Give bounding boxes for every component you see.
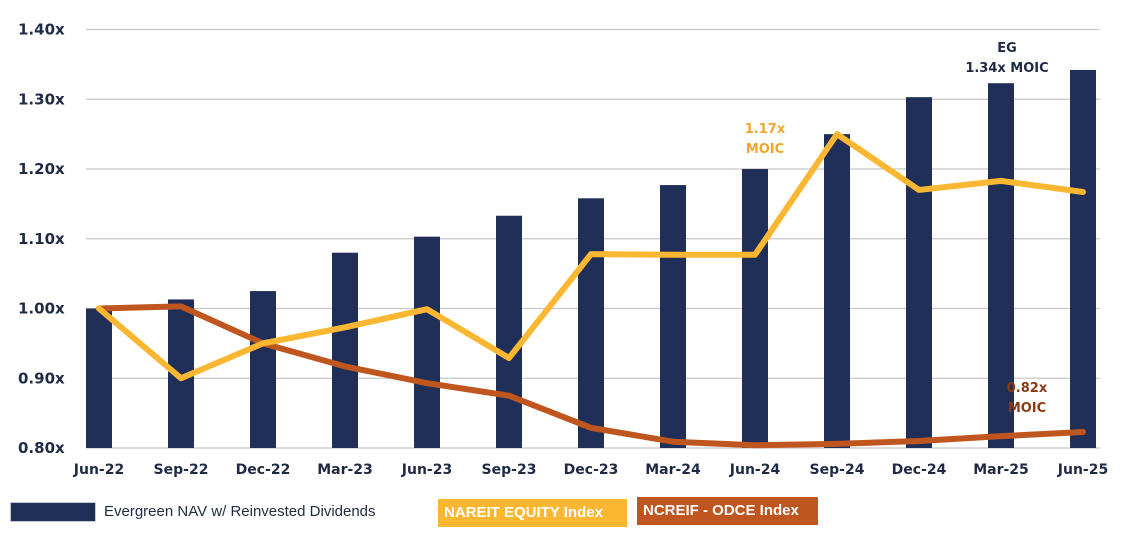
x-tick-label: Dec-24 — [892, 462, 947, 478]
annotation-label: MOIC — [1008, 401, 1046, 416]
chart: 0.80x 0.90x 1.00x 1.10x 1.20x 1.30x 1.40x Jun-2… — [18, 21, 1108, 479]
y-tick-label: 1.10x — [18, 230, 65, 248]
annotation-label: 0.82x — [1007, 381, 1048, 396]
y-tick-label: 1.20x — [18, 160, 65, 178]
legend-label-nareit: NAREIT EQUITY Index — [438, 499, 627, 527]
bar — [496, 215, 522, 448]
bar — [824, 134, 850, 448]
bar — [742, 169, 768, 448]
bar — [1070, 69, 1096, 448]
x-tick-label: Mar-23 — [317, 462, 373, 478]
bar — [660, 185, 686, 449]
legend-label-ncreif: NCREIF - ODCE Index — [637, 497, 818, 525]
x-tick-label: Sep-22 — [154, 462, 209, 478]
x-tick-label: Jun-23 — [401, 462, 452, 478]
y-tick-label: 1.40x — [18, 21, 65, 39]
x-tick-label: Sep-24 — [810, 462, 865, 478]
y-tick-label: 0.80x — [18, 439, 65, 457]
annotation-label: MOIC — [746, 142, 784, 157]
x-tick-label: Jun-22 — [73, 462, 124, 478]
y-tick-label: 0.90x — [18, 369, 65, 387]
legend: Evergreen NAV w/ Reinvested Dividends NA… — [0, 497, 1125, 527]
x-tick-label: Dec-22 — [236, 462, 291, 478]
y-tick-label: 1.00x — [18, 300, 65, 318]
x-tick-label: Jun-24 — [729, 462, 781, 478]
series-line-nareit — [96, 131, 1086, 382]
bar — [414, 236, 440, 448]
bar — [988, 83, 1014, 449]
x-tick-label: Jun-25 — [1057, 462, 1108, 478]
bar — [86, 308, 112, 448]
x-tick-label: Sep-23 — [482, 462, 537, 478]
bar — [332, 252, 358, 448]
legend-swatch-evergreen — [10, 502, 96, 522]
y-tick-label: 1.30x — [18, 90, 65, 108]
annotation-label: 1.17x — [745, 122, 786, 137]
x-tick-label: Mar-24 — [645, 462, 701, 478]
bar — [906, 97, 932, 448]
x-tick-label: Mar-25 — [973, 462, 1029, 478]
annotation-label: EG — [997, 41, 1017, 56]
annotation-label: 1.34x MOIC — [965, 61, 1048, 76]
legend-label-evergreen: Evergreen NAV w/ Reinvested Dividends — [104, 503, 376, 520]
bar — [250, 291, 276, 448]
bar — [578, 198, 604, 448]
x-tick-label: Dec-23 — [564, 462, 619, 478]
